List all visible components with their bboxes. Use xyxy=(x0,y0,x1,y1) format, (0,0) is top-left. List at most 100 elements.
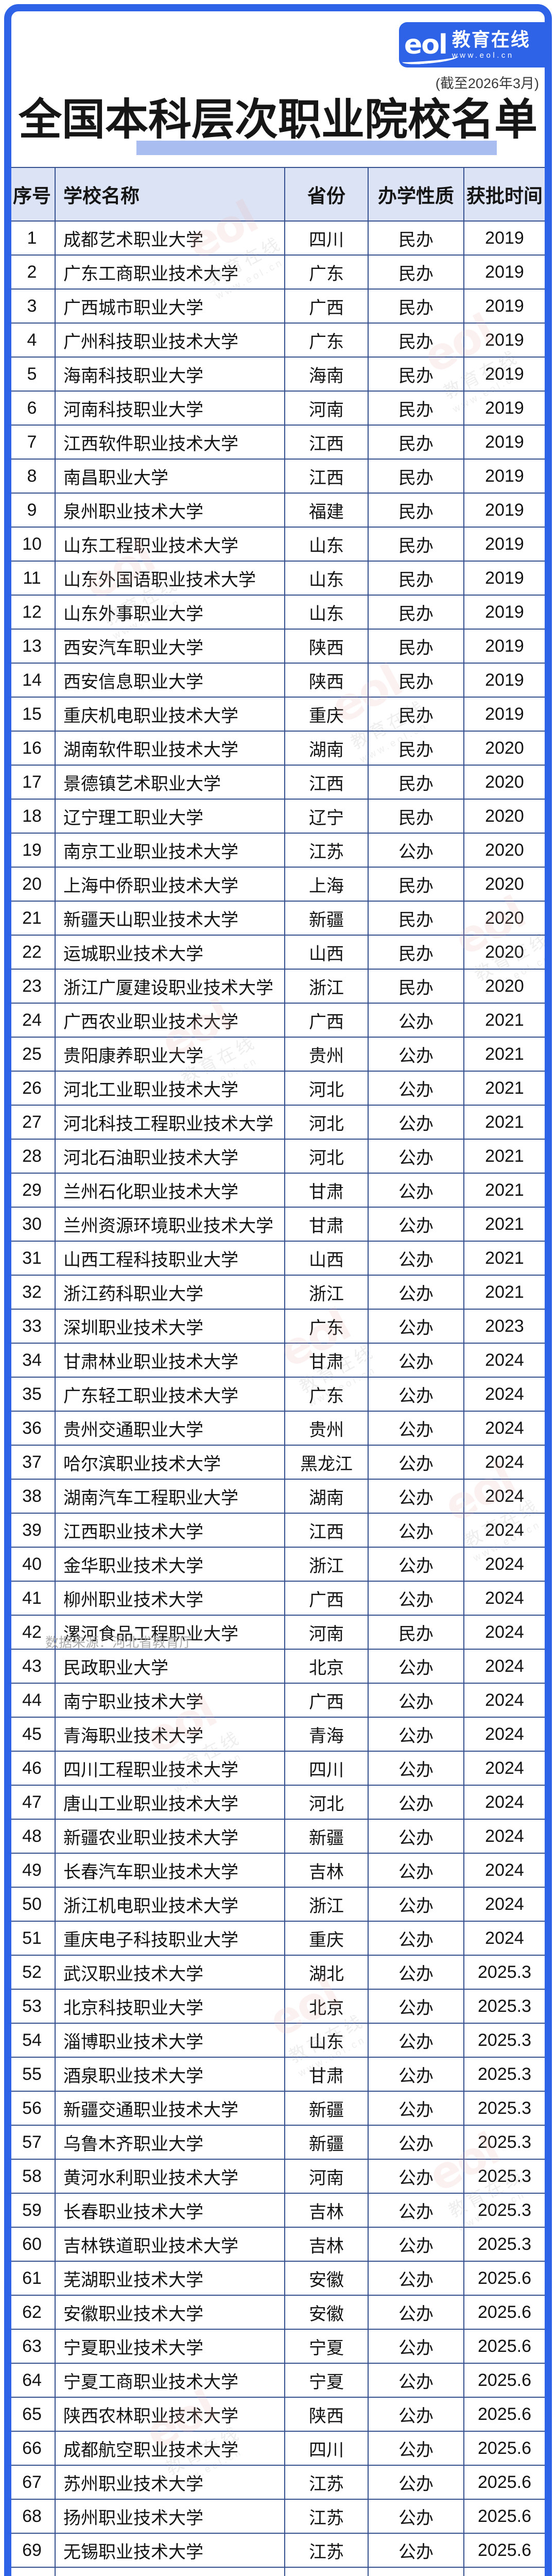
cell-province: 广东 xyxy=(285,324,369,358)
cell-serial: 35 xyxy=(9,1378,56,1412)
cell-school-name: 唐山工业职业技术大学 xyxy=(56,1786,285,1820)
logo-text-column: 教育在线 www.eol.cn xyxy=(452,30,530,60)
cell-ownership: 公办 xyxy=(369,1888,464,1922)
cell-approval-time: 2025.6 xyxy=(464,2432,546,2466)
logo-website-url: www.eol.cn xyxy=(451,51,514,60)
header-school-name: 学校名称 xyxy=(56,168,285,222)
cell-ownership: 公办 xyxy=(369,2126,464,2160)
cell-serial: 3 xyxy=(9,290,56,324)
cell-ownership: 民办 xyxy=(369,460,464,494)
cell-province: 辽宁 xyxy=(285,800,369,834)
cell-ownership: 民办 xyxy=(369,732,464,766)
cell-school-name: 吉林铁道职业技术大学 xyxy=(56,2228,285,2262)
table-row: 18 辽宁理工职业大学 辽宁 民办 2020 xyxy=(9,800,546,834)
cell-ownership: 民办 xyxy=(369,766,464,800)
table-row: 68 扬州职业技术大学 江苏 公办 2025.6 xyxy=(9,2500,546,2534)
cell-approval-time: 2019 xyxy=(464,358,546,392)
cell-approval-time: 2025.3 xyxy=(464,1990,546,2024)
cell-approval-time: 2019 xyxy=(464,528,546,562)
cell-serial: 49 xyxy=(9,1854,56,1888)
cell-serial: 1 xyxy=(9,222,56,256)
cell-serial: 9 xyxy=(9,494,56,528)
cell-ownership: 公办 xyxy=(369,1072,464,1106)
cell-approval-time: 2019 xyxy=(464,630,546,664)
cell-approval-time: 2025.3 xyxy=(464,2126,546,2160)
cell-ownership: 公办 xyxy=(369,1684,464,1718)
table-row: 70杭州职业技术大学浙江公办2025.6 xyxy=(9,2568,546,2576)
table-row: 38 湖南汽车工程职业大学 湖南 公办 2024 xyxy=(9,1480,546,1514)
cell-serial: 10 xyxy=(9,528,56,562)
cell-ownership: 公办 xyxy=(369,1446,464,1480)
cell-serial: 4 xyxy=(9,324,56,358)
cell-serial: 66 xyxy=(9,2432,56,2466)
table-row: 10 山东工程职业技术大学 山东 民办 2019 xyxy=(9,528,546,562)
cell-province: 河北 xyxy=(285,1072,369,1106)
cell-serial: 26 xyxy=(9,1072,56,1106)
table-row: 43 民政职业大学 北京 公办 2024 xyxy=(9,1650,546,1684)
cell-approval-time: 2025.6 xyxy=(464,2466,546,2500)
logo-brand-name: 教育在线 xyxy=(451,29,530,50)
cell-ownership: 公办 xyxy=(369,1208,464,1242)
table-row: 55 酒泉职业技术大学 甘肃 公办 2025.3 xyxy=(9,2058,546,2092)
cell-province: 山东 xyxy=(285,562,369,596)
cell-school-name: 辽宁理工职业大学 xyxy=(56,800,285,834)
cell-school-name: 新疆交通职业技术大学 xyxy=(56,2092,285,2126)
table-row: 41 柳州职业技术大学 广西 公办 2024 xyxy=(9,1582,546,1616)
cell-ownership: 民办 xyxy=(369,902,464,936)
cell-school-name: 民政职业大学 xyxy=(56,1650,285,1684)
cell-ownership: 公办 xyxy=(369,1412,464,1446)
cell-school-name: 广西农业职业技术大学 xyxy=(56,1004,285,1038)
cell-approval-time: 2024 xyxy=(464,1684,546,1718)
header-serial: 序号 xyxy=(9,168,56,222)
cell-serial: 58 xyxy=(9,2160,56,2194)
cell-ownership: 公办 xyxy=(369,1786,464,1820)
cell-serial: 5 xyxy=(9,358,56,392)
cell-approval-time: 2023 xyxy=(464,1310,546,1344)
cell-school-name: 无锡职业技术大学 xyxy=(56,2534,285,2568)
cell-province: 甘肃 xyxy=(285,1344,369,1378)
cell-serial: 16 xyxy=(9,732,56,766)
cell-school-name: 成都航空职业技术大学 xyxy=(56,2432,285,2466)
cell-approval-time: 2024 xyxy=(464,1412,546,1446)
cell-serial: 28 xyxy=(9,1140,56,1174)
cell-province: 山东 xyxy=(285,528,369,562)
cell-province: 新疆 xyxy=(285,2126,369,2160)
cell-province: 吉林 xyxy=(285,2228,369,2262)
table-row: 62 安徽职业技术大学 安徽 公办 2025.6 xyxy=(9,2296,546,2330)
cell-serial: 55 xyxy=(9,2058,56,2092)
cell-ownership: 民办 xyxy=(369,392,464,426)
table-row: 3 广西城市职业大学 广西 民办 2019 xyxy=(9,290,546,324)
cell-ownership: 公办 xyxy=(369,1752,464,1786)
table-row: 50 浙江机电职业技术大学 浙江 公办 2024 xyxy=(9,1888,546,1922)
table-row: 21 新疆天山职业技术大学 新疆 民办 2020 xyxy=(9,902,546,936)
cell-ownership: 公办 xyxy=(369,834,464,868)
cell-approval-time: 2025.6 xyxy=(464,2500,546,2534)
cell-school-name: 酒泉职业技术大学 xyxy=(56,2058,285,2092)
table-row: 34 甘肃林业职业技术大学 甘肃 公办 2024 xyxy=(9,1344,546,1378)
table-row: 23 浙江广厦建设职业技术大学 浙江 民办 2020 xyxy=(9,970,546,1004)
cell-ownership: 公办 xyxy=(369,2160,464,2194)
cell-ownership: 公办 xyxy=(369,1956,464,1990)
cell-province: 河北 xyxy=(285,1106,369,1140)
cell-province: 陕西 xyxy=(285,630,369,664)
cell-approval-time: 2025.3 xyxy=(464,2160,546,2194)
cell-serial: 31 xyxy=(9,1242,56,1276)
cell-serial: 69 xyxy=(9,2534,56,2568)
cell-serial: 25 xyxy=(9,1038,56,1072)
cell-approval-time: 2021 xyxy=(464,1004,546,1038)
cell-serial: 57 xyxy=(9,2126,56,2160)
cell-ownership: 公办 xyxy=(369,2568,464,2576)
cell-serial: 2 xyxy=(9,256,56,290)
cell-ownership: 公办 xyxy=(369,2466,464,2500)
cell-province: 江西 xyxy=(285,460,369,494)
cell-serial: 22 xyxy=(9,936,56,970)
cell-ownership: 公办 xyxy=(369,2500,464,2534)
cell-serial: 19 xyxy=(9,834,56,868)
cell-serial: 44 xyxy=(9,1684,56,1718)
table-row: 9 泉州职业技术大学 福建 民办 2019 xyxy=(9,494,546,528)
cell-school-name: 山东外国语职业技术大学 xyxy=(56,562,285,596)
cell-province: 广东 xyxy=(285,256,369,290)
cell-serial: 47 xyxy=(9,1786,56,1820)
cell-approval-time: 2020 xyxy=(464,800,546,834)
cell-serial: 14 xyxy=(9,664,56,698)
